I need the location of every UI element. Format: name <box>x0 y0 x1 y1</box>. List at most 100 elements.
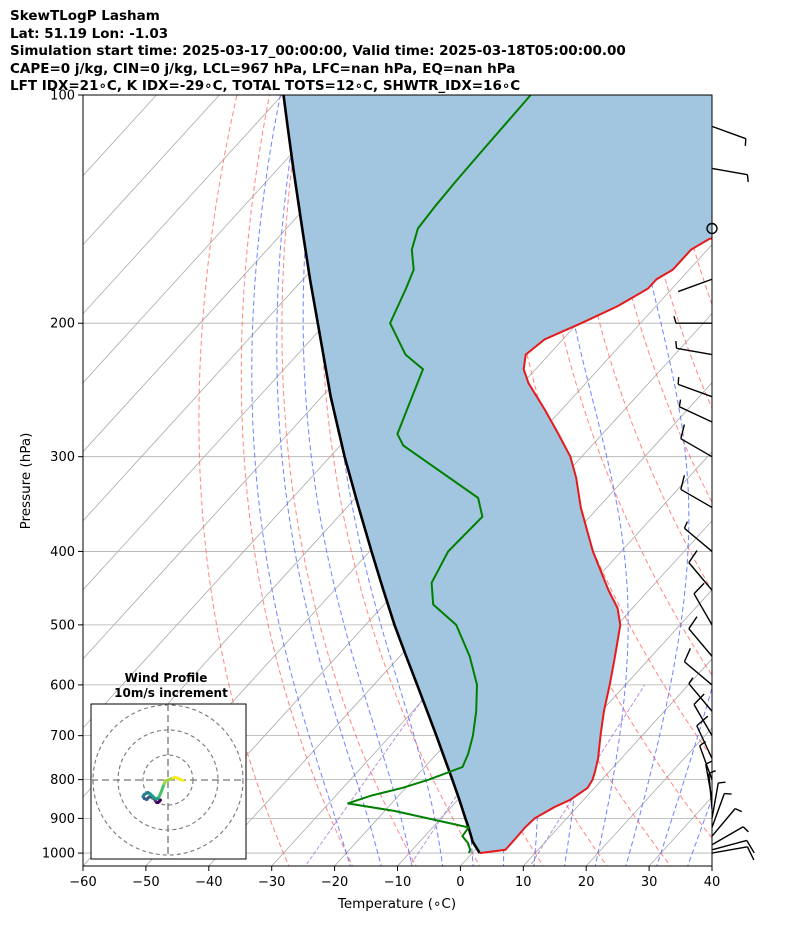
isotherm-line <box>585 727 712 866</box>
barb-shaft <box>693 593 713 626</box>
barb-full-tick <box>688 616 698 630</box>
x-tick-label: 40 <box>704 875 721 890</box>
x-tick-label: −20 <box>321 875 348 890</box>
y-tick-label: 900 <box>50 812 75 827</box>
wind-barb <box>711 839 755 854</box>
wind-barb <box>711 807 743 837</box>
axes: −60 −50 −40 −30 −20 −10 0 10 20 30 40 1000 900 800 700… <box>42 89 720 891</box>
barb-shaft <box>699 745 713 780</box>
wind-barb <box>693 582 713 626</box>
y-tick-label: 700 <box>50 729 75 744</box>
dry-adiabat <box>758 95 794 869</box>
wind-barb <box>711 125 747 147</box>
y-tick-label: 800 <box>50 773 75 788</box>
x-tick-label: 10 <box>515 875 532 890</box>
barb-shaft <box>680 488 713 509</box>
barb-full-tick <box>683 648 691 663</box>
barb-shaft <box>693 704 713 737</box>
barb-shaft <box>711 846 748 854</box>
inset-subtitle: 10m/s increment <box>114 686 228 700</box>
barb-shaft <box>677 383 713 398</box>
x-tick-label: 20 <box>578 875 595 890</box>
wind-barb <box>678 399 713 423</box>
barb-shaft <box>711 125 747 140</box>
barb-full-tick <box>680 475 686 490</box>
barb-shaft <box>680 438 713 458</box>
chart-header: SkewTLogP Lasham Lat: 51.19 Lon: -1.03 S… <box>10 8 626 96</box>
y-tick-label: 600 <box>50 678 75 693</box>
wind-barb <box>711 781 726 819</box>
isotherm-line <box>83 95 409 453</box>
barb-half-tick <box>677 377 680 385</box>
barb-half-tick <box>746 174 749 183</box>
y-tick-label: 1000 <box>42 847 75 862</box>
wind-barb <box>711 846 755 861</box>
barb-half-tick <box>675 341 678 349</box>
wind-barbs <box>673 125 755 861</box>
barb-shaft <box>711 826 744 846</box>
index-line: LFT IDX=21∘C, K IDX=-29∘C, TOTAL TOTS=12… <box>10 78 521 94</box>
barb-shaft <box>683 527 713 552</box>
stable-area-shading <box>283 95 712 854</box>
barb-half-tick <box>673 316 677 324</box>
wind-barb <box>677 377 713 398</box>
x-tick-label: −30 <box>258 875 285 890</box>
x-axis-label: Temperature (∘C) <box>337 896 456 912</box>
barb-shaft <box>688 683 713 712</box>
wind-barb <box>680 424 713 458</box>
dry-adiabat <box>529 95 712 677</box>
wind-barb <box>696 715 713 759</box>
barb-full-tick <box>746 846 755 861</box>
dry-adiabat <box>562 95 712 592</box>
x-tick-label: −60 <box>69 875 96 890</box>
barb-full-tick <box>746 840 755 854</box>
barb-half-tick <box>734 807 743 813</box>
dry-adiabat <box>320 95 481 866</box>
wind-barb <box>711 826 749 846</box>
wind-barb <box>675 341 713 356</box>
wind-barb <box>688 550 713 591</box>
isotherm-line <box>271 382 712 866</box>
dry-adiabat <box>240 95 354 866</box>
moist-adiabat <box>276 95 382 866</box>
wind-barb <box>693 693 713 737</box>
barb-shaft <box>711 793 725 828</box>
barb-full-tick <box>696 715 709 727</box>
barb-full-tick <box>688 550 698 564</box>
wind-barb <box>683 648 713 686</box>
y-tick-label: 500 <box>50 618 75 633</box>
wind-barb <box>680 475 713 509</box>
wind-barb <box>677 278 713 293</box>
wind-barb <box>711 792 732 828</box>
parcel-profile-line <box>282 95 481 854</box>
y-tick-label: 100 <box>50 89 75 104</box>
barb-half-tick <box>742 826 749 833</box>
isotherm-line <box>711 865 712 866</box>
plot-area <box>83 95 794 869</box>
y-tick-label: 200 <box>50 317 75 332</box>
wind-barb <box>688 677 713 712</box>
hodograph-inset <box>90 703 247 860</box>
barb-full-tick <box>680 424 686 439</box>
y-tick-label: 400 <box>50 545 75 560</box>
wind-barb <box>673 316 712 324</box>
moist-adiabat <box>545 95 629 866</box>
barb-half-tick <box>744 138 747 147</box>
location-line: Lat: 51.19 Lon: -1.03 <box>10 25 169 42</box>
wind-barb <box>711 167 749 183</box>
wind-barb <box>688 616 713 657</box>
barb-full-tick <box>693 582 705 595</box>
isotherm-line <box>523 658 712 866</box>
moist-adiabat <box>687 797 712 866</box>
barb-shaft <box>676 347 713 356</box>
dewpoint-line <box>347 95 532 854</box>
moist-adiabat <box>619 95 690 866</box>
cape-line: CAPE=0 j/kg, CIN=0 j/kg, LCL=967 hPa, LF… <box>10 60 516 77</box>
barb-shaft <box>679 406 713 423</box>
moist-adiabat <box>656 685 712 866</box>
barb-shaft <box>683 661 713 686</box>
moist-adiabat <box>302 95 413 866</box>
barb-shaft <box>711 782 719 819</box>
x-tick-label: −40 <box>195 875 222 890</box>
